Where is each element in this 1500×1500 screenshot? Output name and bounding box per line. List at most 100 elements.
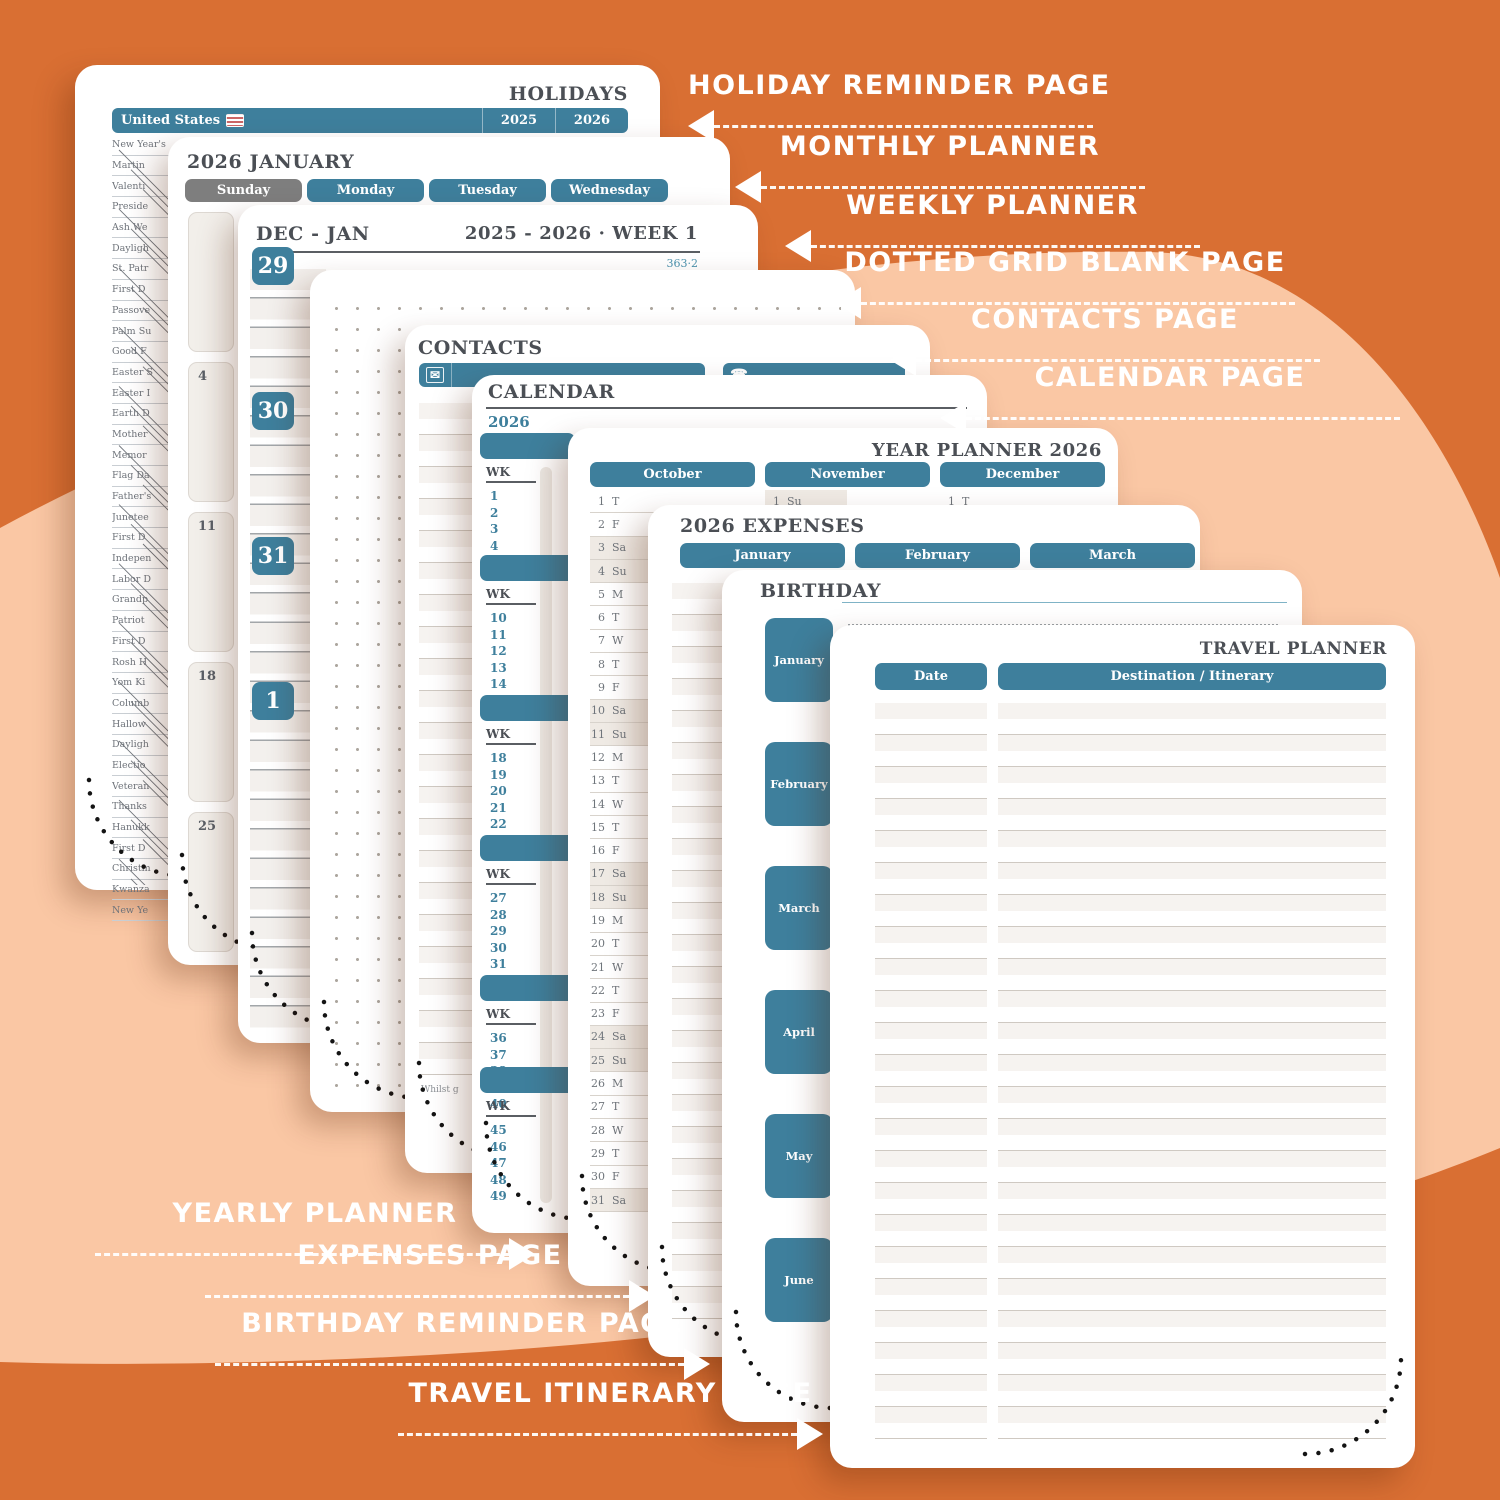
week-start-number: 11 <box>198 519 217 534</box>
day-row: 21 W <box>590 956 672 980</box>
callout-travel-itinerary: TRAVEL ITINERARY PAGE <box>398 1378 823 1450</box>
day-number: 10 <box>591 704 605 718</box>
day-number: 28 <box>591 1123 605 1137</box>
page-title: CONTACTS <box>418 337 543 359</box>
arrow-left-icon <box>890 344 916 376</box>
day-number: 22 <box>591 983 605 997</box>
day-number: 4 <box>598 564 605 578</box>
holiday-row: Dayligh <box>112 238 207 260</box>
weekday-letter: W <box>612 1123 624 1137</box>
arrow-right-icon <box>509 1238 535 1270</box>
weekday-letter: F <box>612 1170 620 1184</box>
weekday-letter: M <box>612 587 624 601</box>
callout-text: YEARLY PLANNER <box>172 1198 458 1229</box>
holiday-row: Martin <box>112 156 207 177</box>
holiday-row: Earth D <box>112 404 207 425</box>
day-row: 16 F <box>590 839 672 863</box>
week-number: 21 <box>490 800 507 815</box>
holiday-row: Kwanza <box>112 880 207 901</box>
day-number: 7 <box>598 634 605 648</box>
day-row: 12 M <box>590 746 672 770</box>
month-block: April <box>765 990 833 1074</box>
us-flag-icon <box>226 114 245 127</box>
holiday-row: Father's <box>112 487 207 508</box>
day-number: 3 <box>598 541 605 555</box>
week-number: 31 <box>490 957 507 971</box>
weekday-letter: Su <box>612 564 627 578</box>
weekday-letter: Su <box>787 494 802 508</box>
holiday-row: Passove <box>112 301 207 322</box>
day-number: 26 <box>591 1077 605 1091</box>
holidays-header-bar: United States 2025 2026 <box>112 108 628 133</box>
content-top-border <box>842 602 1287 603</box>
callout-weekly-planner: WEEKLY PLANNER <box>785 190 1200 262</box>
month-block: January <box>765 618 833 702</box>
callout-text: BIRTHDAY REMINDER PAGE <box>241 1308 684 1339</box>
divider <box>486 407 967 409</box>
arrow-left-icon <box>835 287 861 319</box>
holiday-row: Electio <box>112 756 207 777</box>
callout-text: CALENDAR PAGE <box>1034 362 1306 393</box>
day-number: 16 <box>591 844 605 858</box>
day-number: 6 <box>598 611 605 625</box>
week-number: 2 <box>490 505 499 520</box>
weekday-letter: Sa <box>612 867 627 881</box>
day-number: 27 <box>591 1100 605 1114</box>
holiday-row: Mother <box>112 425 207 446</box>
dashed-line <box>861 301 1295 305</box>
weekday-letter: F <box>612 844 620 858</box>
tab-february: February <box>855 543 1020 568</box>
tab-sunday: Sunday <box>185 179 302 202</box>
day-badge: 1 <box>252 682 294 720</box>
arrow-right-icon <box>629 1280 655 1312</box>
holiday-row: New Year's <box>112 135 207 156</box>
day-of-year: 363·2 <box>666 257 699 270</box>
week-number: 48 <box>490 1172 507 1187</box>
month-tab <box>480 433 575 459</box>
holiday-row: Indepen <box>112 549 207 570</box>
dashed-line <box>811 244 1200 248</box>
holiday-row: New Ye <box>112 900 207 922</box>
page-title: HOLIDAYS <box>508 83 628 105</box>
page-title: TRAVEL PLANNER <box>1199 639 1387 659</box>
column-header-date: Date <box>875 663 987 690</box>
week-box: 4 <box>188 362 234 502</box>
month-tab <box>480 555 575 581</box>
week-number: 14 <box>490 677 507 691</box>
day-row: 19 M <box>590 909 672 933</box>
dashed-line <box>215 1362 684 1366</box>
page-title: CALENDAR <box>488 381 615 403</box>
tab-october: October <box>590 462 755 487</box>
holiday-row: Easter I <box>112 383 207 404</box>
calendar-year: 2026 <box>488 413 530 431</box>
week-number: 19 <box>490 767 507 782</box>
wk-label: WK <box>486 1099 536 1117</box>
dashed-line <box>966 416 1400 420</box>
holiday-row: Yom Ki <box>112 673 207 694</box>
callout-text: CONTACTS PAGE <box>971 304 1239 335</box>
tab-november: November <box>765 462 930 487</box>
page-title: YEAR PLANNER 2026 <box>871 440 1102 461</box>
week-box: 18 <box>188 662 234 802</box>
callout-monthly-planner: MONTHLY PLANNER <box>735 131 1145 203</box>
week-number: 13 <box>490 660 507 675</box>
day-number: 24 <box>591 1030 605 1044</box>
arrow-left-icon <box>940 402 966 434</box>
wk-label: WK <box>486 1007 536 1025</box>
day-number: 30 <box>591 1170 605 1184</box>
day-number: 19 <box>591 913 605 927</box>
day-number: 31 <box>591 1193 605 1207</box>
disclaimer-text: Whilst g <box>421 1085 459 1095</box>
day-number: 8 <box>598 657 605 671</box>
week-start-number: 18 <box>198 669 217 684</box>
day-row: 26 M <box>590 1072 672 1096</box>
callout-text: MONTHLY PLANNER <box>779 131 1101 162</box>
week-number: 30 <box>490 940 507 955</box>
holiday-row: Labor D <box>112 569 207 591</box>
holiday-row: Memor <box>112 445 207 466</box>
weekday-letter: T <box>612 611 620 625</box>
callout-dotted-grid: DOTTED GRID BLANK PAGE <box>835 247 1295 319</box>
